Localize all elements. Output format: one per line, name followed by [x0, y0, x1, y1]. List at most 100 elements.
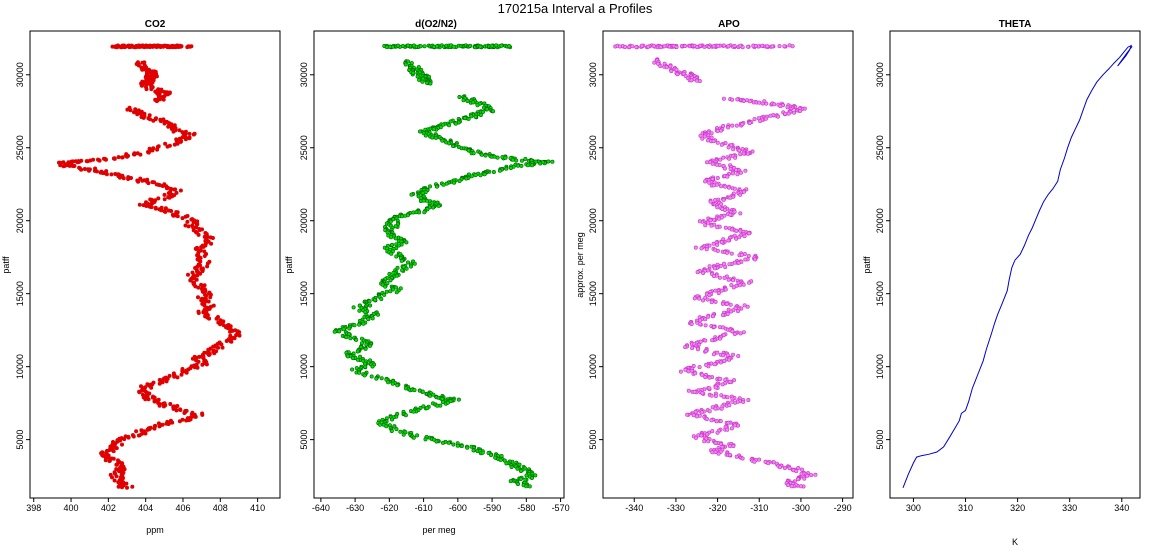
data-point: [115, 43, 120, 48]
data-point: [204, 362, 209, 367]
data-point: [805, 473, 810, 478]
data-point: [778, 104, 783, 109]
data-point: [431, 205, 436, 210]
data-point: [388, 44, 393, 49]
data-point: [175, 375, 180, 380]
data-point: [404, 240, 409, 245]
data-point: [469, 174, 474, 179]
data-point: [178, 407, 183, 412]
data-point: [706, 220, 711, 225]
data-point: [182, 410, 187, 415]
data-point: [196, 285, 201, 290]
data-point: [717, 336, 722, 341]
data-point: [795, 477, 800, 482]
data-point: [697, 322, 702, 327]
data-point: [185, 219, 190, 224]
data-point: [378, 422, 383, 427]
data-point: [390, 242, 395, 247]
data-point: [84, 159, 89, 164]
data-point: [736, 353, 741, 358]
data-point: [504, 166, 509, 171]
data-point: [137, 389, 142, 394]
data-point: [140, 178, 145, 183]
data-point: [160, 184, 165, 189]
data-point: [693, 371, 698, 376]
data-point: [411, 71, 416, 76]
data-point: [116, 155, 121, 160]
data-point: [440, 400, 445, 405]
data-point: [370, 364, 375, 369]
data-point: [461, 98, 466, 103]
data-point: [415, 433, 420, 438]
data-point: [675, 72, 680, 77]
data-point: [709, 131, 714, 136]
data-point: [368, 303, 373, 308]
data-point: [357, 322, 362, 327]
data-point: [415, 74, 420, 79]
data-point: [723, 264, 728, 269]
data-point: [128, 108, 133, 113]
data-point: [146, 150, 151, 155]
data-point: [399, 214, 404, 219]
data-point: [734, 236, 739, 241]
data-point: [709, 300, 714, 305]
data-point: [738, 211, 743, 216]
data-point: [728, 309, 733, 314]
data-point: [782, 44, 787, 49]
data-point: [495, 155, 500, 160]
data-point: [719, 240, 724, 245]
data-point: [706, 439, 711, 444]
data-point: [216, 345, 221, 350]
data-point: [683, 367, 688, 372]
data-point: [715, 242, 720, 247]
data-point: [421, 404, 426, 409]
plot-frame: [889, 30, 1141, 499]
data-point: [394, 254, 399, 259]
data-point: [188, 278, 193, 283]
data-point: [690, 346, 695, 351]
data-point: [72, 163, 77, 168]
data-point: [723, 287, 728, 292]
data-point: [758, 119, 763, 124]
y-tick-label: 25000: [299, 135, 309, 160]
data-point: [719, 406, 724, 411]
data-point: [389, 417, 394, 422]
data-point: [232, 336, 237, 341]
y-tick-label: 30000: [15, 62, 25, 87]
panel-title: THETA: [999, 19, 1032, 30]
data-point: [456, 397, 461, 402]
data-point: [367, 358, 372, 363]
data-point: [350, 356, 355, 361]
y-tick-label: 25000: [588, 135, 598, 160]
data-point: [720, 312, 725, 317]
x-axis: 398 400 402 404 406 408 410: [26, 498, 265, 513]
data-point: [710, 314, 715, 319]
data-point: [682, 43, 687, 48]
data-point: [196, 232, 201, 237]
y-tick-label: 10000: [15, 354, 25, 379]
data-point: [708, 199, 713, 204]
data-point: [782, 465, 787, 470]
data-point: [151, 118, 156, 123]
data-point: [752, 257, 757, 262]
data-point: [710, 338, 715, 343]
data-point: [177, 419, 182, 424]
data-point: [112, 156, 117, 161]
data-point: [152, 395, 157, 400]
x-tick-label: 404: [138, 503, 153, 513]
data-point: [697, 365, 702, 370]
data-point: [121, 176, 126, 181]
data-point: [705, 138, 710, 143]
y-tick-label: 30000: [299, 62, 309, 87]
data-point: [200, 362, 205, 367]
data-point: [707, 180, 712, 185]
data-point: [357, 308, 362, 313]
data-point: [703, 349, 708, 354]
data-point: [728, 302, 733, 307]
data-point: [208, 295, 213, 300]
data-point: [237, 333, 242, 338]
data-point: [721, 333, 726, 338]
data-point: [726, 185, 731, 190]
data-point: [745, 304, 750, 309]
data-point: [719, 202, 724, 207]
